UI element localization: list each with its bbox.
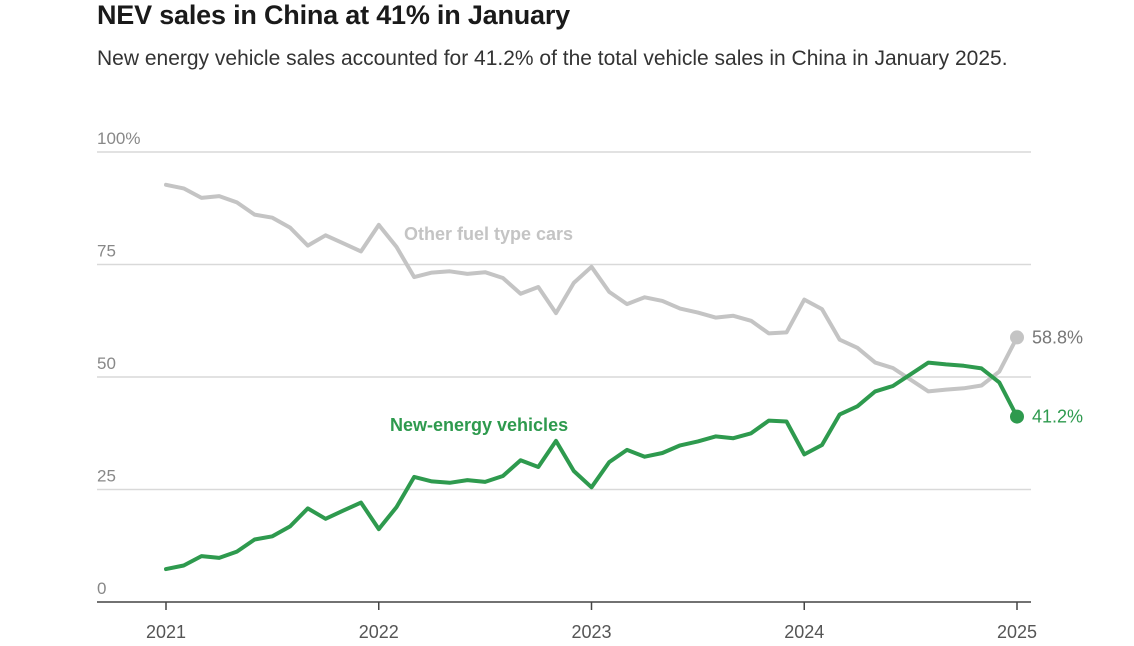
chart-title: NEV sales in China at 41% in January [97, 0, 570, 30]
x-tick-label-2022: 2022 [359, 622, 399, 642]
end-point-nev [1010, 409, 1024, 424]
y-axis-ticks: 100% 75 50 25 0 [97, 129, 140, 598]
x-tick-label-2023: 2023 [571, 622, 611, 642]
y-tick-label-50: 50 [97, 354, 116, 373]
y-tick-label-75: 75 [97, 242, 116, 261]
series-labels: 58.8% 41.2% Other fuel type cars New-energy… [390, 224, 1083, 435]
chart-subtitle: New energy vehicle sales accounted for 4… [97, 47, 1008, 70]
x-tick-label-2024: 2024 [784, 622, 824, 642]
end-label-other: 58.8% [1032, 327, 1083, 347]
y-tick-label-100: 100% [97, 129, 140, 148]
end-label-nev: 41.2% [1032, 407, 1083, 427]
series-line-other [164, 182, 1019, 394]
end-point-other [1010, 330, 1024, 345]
x-tick-label-2021: 2021 [146, 622, 186, 642]
x-tick-label-2025: 2025 [997, 622, 1037, 642]
series-annotation-other: Other fuel type cars [404, 224, 573, 244]
grid-lines [97, 151, 1031, 491]
y-tick-label-0: 0 [97, 579, 106, 598]
x-axis: 2021 2022 2023 2024 2025 [97, 601, 1037, 642]
y-tick-label-25: 25 [97, 467, 116, 486]
series-annotation-nev: New-energy vehicles [390, 415, 568, 435]
series-line-nev [164, 360, 1019, 572]
series-lines [164, 182, 1024, 572]
